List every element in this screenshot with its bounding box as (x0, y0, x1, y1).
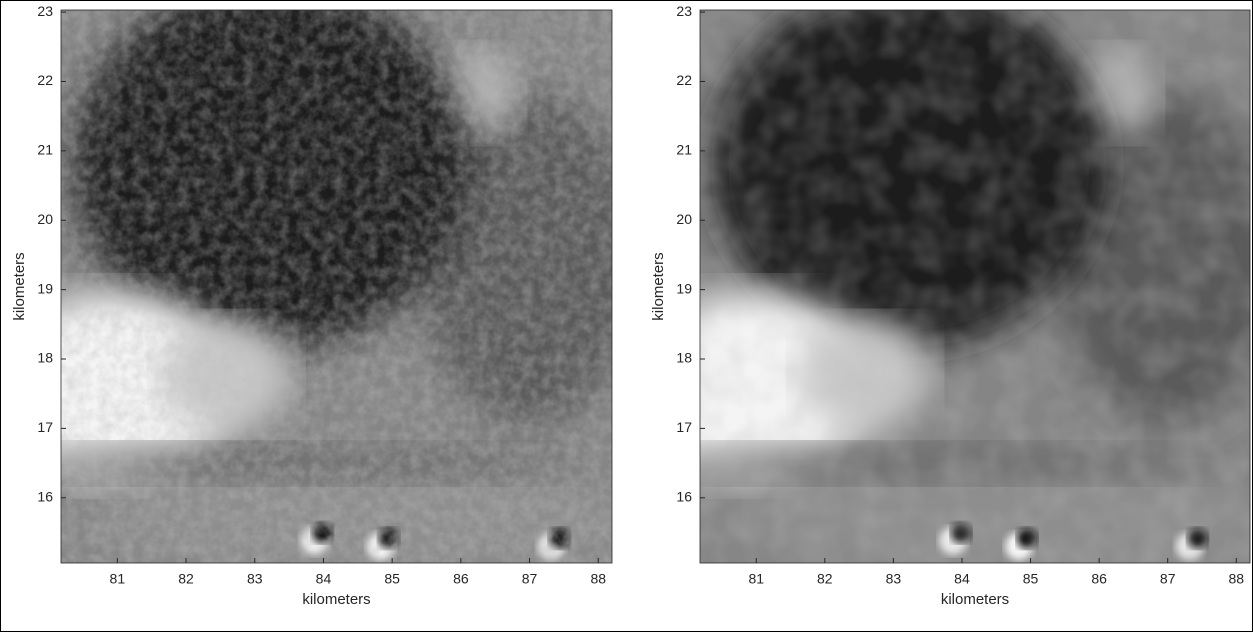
y-tick-label: 23 (37, 3, 53, 19)
y-tick-label: 22 (676, 72, 692, 88)
x-tick-label: 86 (1091, 571, 1107, 587)
x-tick-label: 84 (316, 571, 332, 587)
x-tick-label: 81 (748, 571, 764, 587)
x-tick-label: 87 (1160, 571, 1176, 587)
terrain-texture (700, 10, 1250, 563)
y-tick-label: 18 (37, 350, 53, 366)
terrain-image (0, 0, 640, 569)
y-axis-label: kilometers (650, 252, 667, 320)
x-tick-label: 88 (1228, 571, 1244, 587)
x-axis-label: kilometers (302, 591, 370, 608)
x-tick-label: 83 (247, 571, 263, 587)
y-tick-label: 19 (37, 280, 53, 296)
x-tick-label: 84 (954, 571, 970, 587)
x-tick-label: 82 (178, 571, 194, 587)
y-tick-label: 16 (37, 488, 53, 504)
x-tick-label: 81 (110, 571, 126, 587)
y-tick-label: 23 (676, 3, 692, 19)
y-tick-label: 20 (676, 211, 692, 227)
y-tick-label: 17 (37, 419, 53, 435)
terrain-texture (61, 10, 612, 563)
figure: 81 82 83 84 85 86 87 88 16 17 18 19 20 21 22 23 kilomete… (0, 0, 1253, 632)
x-tick-label: 82 (817, 571, 833, 587)
y-tick-label: 17 (676, 419, 692, 435)
x-tick-label: 88 (590, 571, 606, 587)
y-tick-label: 20 (37, 211, 53, 227)
y-tick-label: 22 (37, 72, 53, 88)
y-tick-label: 21 (37, 142, 53, 158)
x-tick-label: 87 (522, 571, 538, 587)
y-axis-label: kilometers (11, 252, 28, 320)
y-tick-label: 16 (676, 488, 692, 504)
x-axis-label: kilometers (941, 591, 1009, 608)
y-tick-label: 19 (676, 280, 692, 296)
x-tick-label: 83 (886, 571, 902, 587)
y-tick-label: 18 (676, 350, 692, 366)
y-tick-label: 21 (676, 142, 692, 158)
x-tick-label: 85 (384, 571, 400, 587)
x-tick-label: 86 (453, 571, 469, 587)
x-tick-label: 85 (1023, 571, 1039, 587)
terrain-image (634, 0, 1253, 569)
